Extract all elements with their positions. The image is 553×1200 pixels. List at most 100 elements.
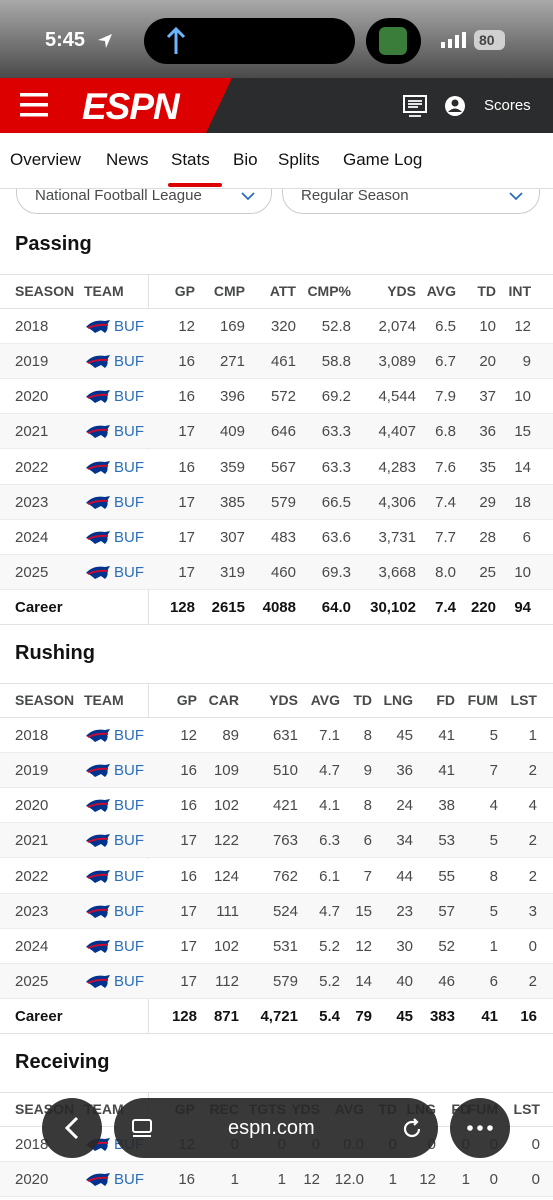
table-cell: 20 (479, 353, 496, 371)
news-icon[interactable] (403, 95, 427, 117)
career-cell: 94 (514, 598, 531, 616)
column-header: FD (436, 692, 455, 708)
table-cell: 2,074 (378, 318, 416, 336)
table-cell: 4,407 (378, 423, 416, 441)
back-button[interactable] (42, 1098, 102, 1158)
table-cell: 307 (219, 528, 245, 546)
scores-link[interactable]: Scores (484, 97, 531, 114)
column-header: AVG (426, 283, 456, 299)
column-header: LST (510, 692, 537, 708)
table-cell: 17 (178, 493, 195, 511)
table-cell: 109 (213, 762, 239, 780)
table-cell: 7.7 (435, 528, 456, 546)
table-cell: 3,089 (378, 353, 416, 371)
career-cell: 45 (396, 1007, 413, 1025)
tab[interactable]: Game Log (343, 150, 423, 169)
table-cell: 5 (489, 832, 498, 850)
career-cell: 4,721 (260, 1007, 298, 1025)
table-cell: BUF (114, 388, 144, 406)
team-logo (86, 904, 110, 918)
table-cell: BUF (114, 972, 144, 990)
tab[interactable]: Overview (10, 150, 81, 169)
career-cell: 128 (171, 1007, 197, 1025)
tab[interactable]: News (106, 150, 149, 169)
header-row (0, 274, 553, 310)
table-cell: 2022 (15, 458, 49, 476)
table-cell: BUF (114, 832, 144, 850)
table-cell: 16 (180, 762, 197, 780)
table-cell: 763 (272, 832, 298, 850)
table-cell: 63.6 (321, 528, 351, 546)
table-cell: 8 (363, 797, 372, 815)
table-cell: 2020 (15, 797, 49, 815)
table-cell: 66.5 (321, 493, 351, 511)
career-row (0, 999, 553, 1034)
table-cell: 7.9 (435, 388, 456, 406)
table-cell: 4 (528, 797, 537, 815)
table-cell: BUF (114, 797, 144, 815)
table-cell: 14 (514, 458, 531, 476)
table-cell: 2020 (15, 1171, 49, 1189)
menu-icon[interactable] (20, 93, 48, 117)
table-cell: 15 (514, 423, 531, 441)
table-cell: 7.6 (435, 458, 456, 476)
url-bar[interactable]: espn.com (114, 1098, 438, 1158)
column-header: YDS (269, 692, 298, 708)
table-cell: 16 (178, 353, 195, 371)
status-bar: 5:45 80 (0, 0, 553, 78)
espn-logo[interactable]: ESPN (82, 86, 180, 127)
column-header: AVG (310, 692, 340, 708)
table-cell: 69.3 (321, 563, 351, 581)
table-cell: 10 (514, 563, 531, 581)
app-avatar (366, 18, 421, 64)
table-cell: BUF (114, 902, 144, 920)
tab[interactable]: Splits (278, 150, 320, 169)
table-cell: 319 (219, 563, 245, 581)
active-tab-indicator (168, 183, 222, 187)
table-cell: 6.3 (319, 832, 340, 850)
table-cell: 12 (180, 727, 197, 745)
column-header: CMP% (307, 283, 351, 299)
team-logo (86, 565, 110, 579)
table-cell: 0 (531, 1171, 540, 1189)
table-cell: 2023 (15, 902, 49, 920)
more-button[interactable] (450, 1098, 510, 1158)
table-cell: 16 (178, 388, 195, 406)
chevron (509, 192, 523, 201)
table-cell: 10 (479, 318, 496, 336)
table-cell: 36 (479, 423, 496, 441)
table-cell: 12 (178, 318, 195, 336)
table-cell: 2 (528, 832, 537, 850)
tab[interactable]: Bio (233, 150, 258, 169)
table-cell: 0 (528, 937, 537, 955)
table-cell: 2018 (15, 1136, 49, 1154)
table-cell: 2020 (15, 388, 49, 406)
profile-icon[interactable] (444, 95, 466, 117)
table-cell: 8 (363, 727, 372, 745)
battery-level: 80 (479, 32, 495, 48)
column-header: ATT (269, 283, 296, 299)
table-cell: 12 (355, 937, 372, 955)
tab[interactable]: Stats (171, 150, 210, 169)
career-cell: 41 (481, 1007, 498, 1025)
column-header: GP (174, 283, 195, 299)
table-cell: 40 (396, 972, 413, 990)
table-cell: 7 (489, 762, 498, 780)
table-cell: 2022 (15, 867, 49, 885)
avatar-image (379, 27, 407, 55)
team-logo (86, 355, 110, 369)
table-cell: 57 (438, 902, 455, 920)
table-cell: 579 (270, 493, 296, 511)
table-cell: BUF (114, 353, 144, 371)
table-cell: 89 (222, 727, 239, 745)
table-cell: 2024 (15, 937, 49, 955)
table-cell: 0 (531, 1136, 540, 1154)
table-cell: 4,306 (378, 493, 416, 511)
table-cell: 37 (479, 388, 496, 406)
career-cell: 16 (520, 1007, 537, 1025)
column-header: SEASON (15, 692, 75, 708)
career-cell: 871 (213, 1007, 239, 1025)
column-header: CAR (208, 692, 239, 708)
table-cell: 4,544 (378, 388, 416, 406)
